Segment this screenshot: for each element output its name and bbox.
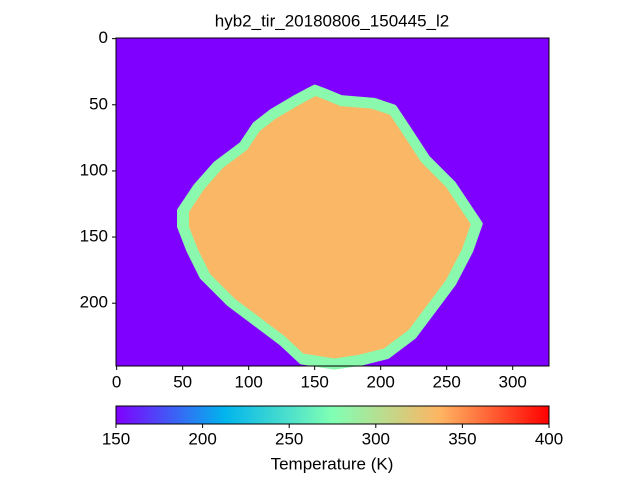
colorbar-tick-label: 300 <box>362 429 390 448</box>
y-tick-label: 200 <box>80 293 108 312</box>
x-tick-label: 0 <box>112 372 121 391</box>
x-tick-label: 200 <box>366 372 394 391</box>
colorbar-tick-label: 250 <box>275 429 303 448</box>
y-tick-label: 100 <box>80 160 108 179</box>
colorbar-tick-label: 350 <box>448 429 476 448</box>
x-tick-label: 150 <box>300 372 328 391</box>
x-tick-label: 50 <box>173 372 192 391</box>
x-tick-label: 300 <box>499 372 527 391</box>
y-tick-label: 150 <box>80 227 108 246</box>
colorbar-tick-label: 200 <box>188 429 216 448</box>
y-tick-label: 50 <box>89 94 108 113</box>
colorbar-tick-label: 400 <box>535 429 563 448</box>
colorbar-tick-label: 150 <box>102 429 130 448</box>
axes-frame <box>115 37 550 367</box>
chart-title: hyb2_tir_20180806_150445_l2 <box>215 11 449 30</box>
x-tick-label: 250 <box>433 372 461 391</box>
x-tick-label: 100 <box>234 372 262 391</box>
body <box>189 96 471 359</box>
colorbar-label: Temperature (K) <box>271 454 394 473</box>
y-tick-label: 0 <box>99 28 108 47</box>
colorbar <box>115 405 550 425</box>
